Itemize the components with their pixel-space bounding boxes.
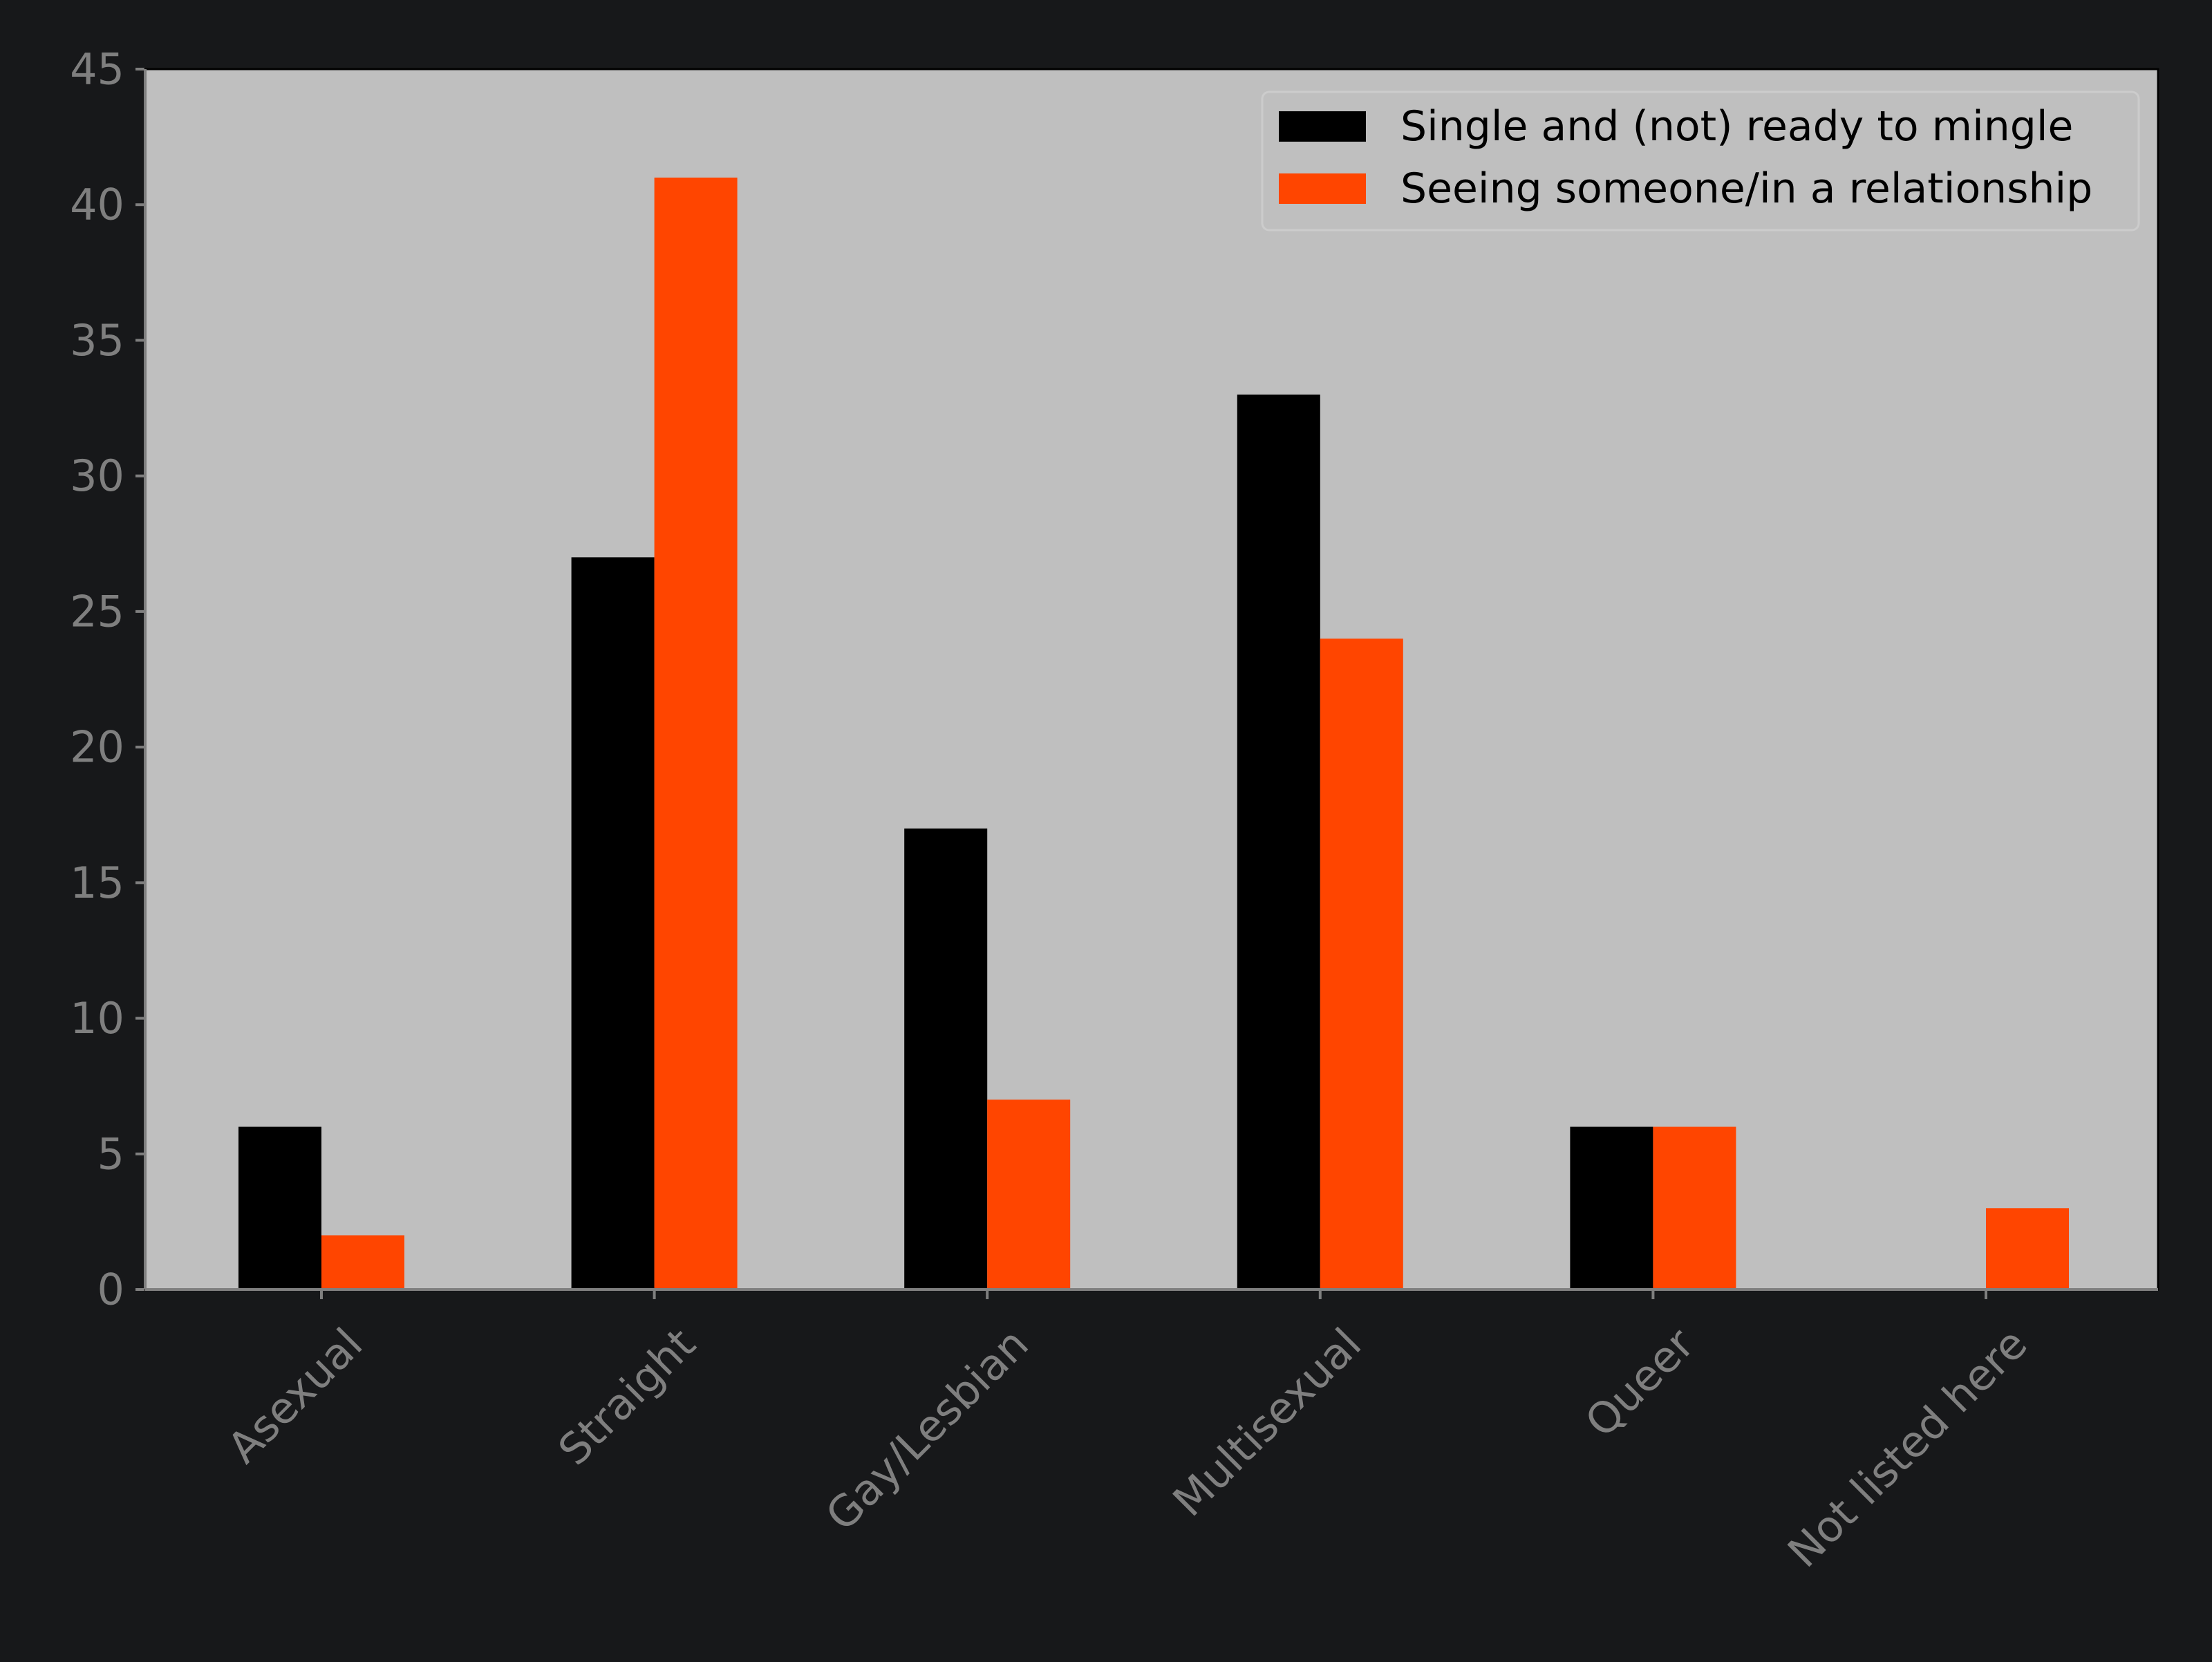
y-tick-label: 10 bbox=[70, 993, 124, 1044]
bar-single-0 bbox=[238, 1126, 321, 1290]
plot-area bbox=[145, 69, 2158, 1290]
x-tick-label: Gay/Lesbian bbox=[816, 1319, 1038, 1540]
y-tick-label: 35 bbox=[70, 315, 124, 366]
bar-single-1 bbox=[571, 557, 655, 1290]
y-tick-label: 15 bbox=[70, 858, 124, 908]
x-tick-label: Queer bbox=[1575, 1318, 1704, 1446]
bar-relationship-0 bbox=[321, 1235, 404, 1290]
x-tick-label: Not listed here bbox=[1778, 1319, 2036, 1577]
y-tick-label: 20 bbox=[70, 722, 124, 773]
x-axis: Asexual Straight Gay/Lesbian Multisexual Que… bbox=[218, 1290, 2036, 1577]
x-tick-label: Multisexual bbox=[1163, 1319, 1371, 1527]
legend-box bbox=[1261, 91, 2140, 232]
legend-swatch bbox=[1279, 173, 1366, 204]
bar-single-4 bbox=[1570, 1126, 1653, 1290]
x-tick-label: Asexual bbox=[218, 1319, 372, 1473]
legend-label: Single and (not) ready to mingle bbox=[1400, 102, 2073, 151]
legend-swatch bbox=[1279, 111, 1366, 142]
y-tick-label: 45 bbox=[70, 44, 124, 95]
bar-relationship-5 bbox=[1986, 1208, 2069, 1290]
y-tick-label: 40 bbox=[70, 180, 124, 230]
bar-relationship-1 bbox=[654, 177, 738, 1290]
bar-single-2 bbox=[904, 828, 988, 1290]
legend-label: Seeing someone/in a relationship bbox=[1400, 164, 2092, 213]
x-tick-label: Straight bbox=[549, 1319, 706, 1475]
bar-relationship-2 bbox=[987, 1099, 1071, 1290]
y-tick-label: 25 bbox=[70, 586, 124, 636]
legend: Single and (not) ready to mingle Seeing s… bbox=[1261, 91, 2140, 232]
y-tick-label: 30 bbox=[70, 451, 124, 501]
bar-relationship-4 bbox=[1653, 1126, 1736, 1290]
y-tick-label: 0 bbox=[97, 1265, 124, 1315]
bar-relationship-3 bbox=[1320, 639, 1403, 1290]
y-axis: 0 5 10 15 20 25 30 35 40 45 bbox=[70, 44, 145, 1315]
bars-group bbox=[238, 177, 2069, 1290]
bar-single-3 bbox=[1237, 394, 1320, 1290]
y-tick-label: 5 bbox=[97, 1129, 124, 1179]
